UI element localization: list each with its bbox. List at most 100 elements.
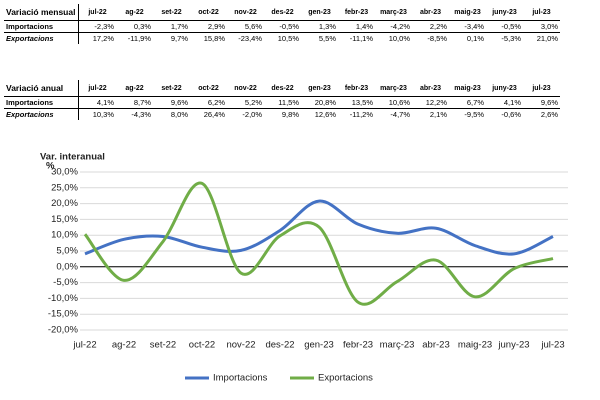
y-tick-label: -5,0% xyxy=(53,277,78,288)
row-label: Exportacions xyxy=(4,32,79,44)
column-header: febr-23 xyxy=(338,80,375,97)
y-tick-label: -10,0% xyxy=(48,293,79,304)
x-tick-label: jul-23 xyxy=(540,340,564,351)
cell: 4,1% xyxy=(486,96,523,109)
column-header: oct-22 xyxy=(190,4,227,21)
cell: 5,2% xyxy=(227,96,264,109)
column-header: març-23 xyxy=(375,4,412,21)
cell: 1,4% xyxy=(338,20,375,33)
column-header: ag-22 xyxy=(116,80,153,97)
y-tick-label: 0,0% xyxy=(56,261,78,272)
cell: -3,4% xyxy=(449,20,486,33)
cell: 1,7% xyxy=(153,20,190,33)
x-tick-label: gen-23 xyxy=(304,340,334,351)
column-header: jul-22 xyxy=(78,80,116,97)
series-line xyxy=(83,181,554,306)
table-title: Variació anual xyxy=(4,80,79,97)
cell: -2,0% xyxy=(242,110,262,119)
cell: 10,3% xyxy=(92,110,114,119)
cell: -0,5% xyxy=(264,20,301,33)
x-tick-label: jul-22 xyxy=(72,340,96,351)
cell: 5,6% xyxy=(227,20,264,33)
x-tick-label: febr-23 xyxy=(343,340,373,351)
column-header: set-22 xyxy=(153,4,190,21)
x-tick-label: des-22 xyxy=(265,340,294,351)
row-label: Importacions xyxy=(4,96,79,109)
y-tick-label: -20,0% xyxy=(48,325,79,336)
cell: 15,8% xyxy=(203,34,225,43)
cell: -11,2% xyxy=(349,110,373,119)
x-tick-label: març-23 xyxy=(380,340,415,351)
table-row: Importacions 4,1% 8,7% 9,6% 6,2% 5,2% 11,5% 20,… xyxy=(4,96,560,109)
cell: 0,3% xyxy=(116,20,153,33)
column-header: maig-23 xyxy=(449,4,486,21)
cell: 2,9% xyxy=(190,20,227,33)
table-row: Exportacions 17,2% -11,9% 9,7% 15,8% -23,4% 10… xyxy=(4,32,560,44)
cell: 3,0% xyxy=(523,20,560,33)
data-table: Variació anual jul-22 ag-22 set-22 oct-22 nov… xyxy=(4,80,560,120)
cell: 4,1% xyxy=(78,96,116,109)
column-header: gen-23 xyxy=(301,4,338,21)
column-header: jul-23 xyxy=(523,4,560,21)
y-tick-label: 20,0% xyxy=(51,198,78,209)
x-tick-label: set-22 xyxy=(150,340,176,351)
cell: 1,3% xyxy=(301,20,338,33)
y-axis-unit: % xyxy=(46,161,55,172)
row-label: Exportacions xyxy=(4,108,79,120)
column-header: ag-22 xyxy=(116,4,153,21)
column-header: febr-23 xyxy=(338,4,375,21)
cell: 6,7% xyxy=(449,96,486,109)
column-header: nov-22 xyxy=(227,4,264,21)
cell: 21,0% xyxy=(536,34,558,43)
cell: -4,7% xyxy=(390,110,410,119)
x-tick-label: juny-23 xyxy=(497,340,529,351)
cell: 10,6% xyxy=(375,96,412,109)
cell: 9,8% xyxy=(281,110,299,119)
cell: 0,1% xyxy=(466,34,484,43)
column-header: juny-23 xyxy=(486,4,523,21)
column-header: juny-23 xyxy=(486,80,523,97)
cell: 2,1% xyxy=(429,110,447,119)
cell: 2,6% xyxy=(540,110,558,119)
cell: 12,6% xyxy=(314,110,336,119)
header-row: Variació mensual jul-22 ag-22 set-22 oct-22 n… xyxy=(4,4,560,21)
column-header: des-22 xyxy=(264,80,301,97)
cell: -0,5% xyxy=(486,20,523,33)
y-tick-label: 10,0% xyxy=(51,230,78,241)
cell: 20,8% xyxy=(301,96,338,109)
table-title: Variació mensual xyxy=(4,4,79,21)
column-header: jul-23 xyxy=(523,80,560,97)
cell: 11,5% xyxy=(264,96,301,109)
y-tick-label: 15,0% xyxy=(51,214,78,225)
column-header: des-22 xyxy=(264,4,301,21)
cell: -11,9% xyxy=(127,34,151,43)
cell: 8,0% xyxy=(170,110,188,119)
x-tick-label: ag-22 xyxy=(112,340,136,351)
table-row: Importacions -2,3% 0,3% 1,7% 2,9% 5,6% -0,5% 1,… xyxy=(4,20,560,33)
column-header: abr-23 xyxy=(412,4,449,21)
cell: -4,2% xyxy=(375,20,412,33)
cell: -5,3% xyxy=(501,34,521,43)
cell: -11,1% xyxy=(349,34,373,43)
column-header: gen-23 xyxy=(301,80,338,97)
cell: 6,2% xyxy=(190,96,227,109)
column-header: set-22 xyxy=(153,80,190,97)
cell: -4,3% xyxy=(131,110,151,119)
y-tick-label: 25,0% xyxy=(51,182,78,193)
x-tick-label: oct-22 xyxy=(189,340,215,351)
table-row: Exportacions 10,3% -4,3% 8,0% 26,4% -2,0% 9,8%… xyxy=(4,108,560,120)
x-tick-label: maig-23 xyxy=(458,340,492,351)
y-tick-label: -15,0% xyxy=(48,309,79,320)
x-tick-label: nov-22 xyxy=(226,340,255,351)
cell: 2,2% xyxy=(412,20,449,33)
x-tick-label: abr-23 xyxy=(422,340,449,351)
cell: 9,6% xyxy=(153,96,190,109)
cell: 8,7% xyxy=(116,96,153,109)
cell: 10,5% xyxy=(277,34,299,43)
header-row: Variació anual jul-22 ag-22 set-22 oct-22 nov… xyxy=(4,80,560,97)
series-line xyxy=(84,199,554,256)
cell: -2,3% xyxy=(78,20,116,33)
cell: -0,6% xyxy=(501,110,521,119)
cell: 17,2% xyxy=(92,34,114,43)
